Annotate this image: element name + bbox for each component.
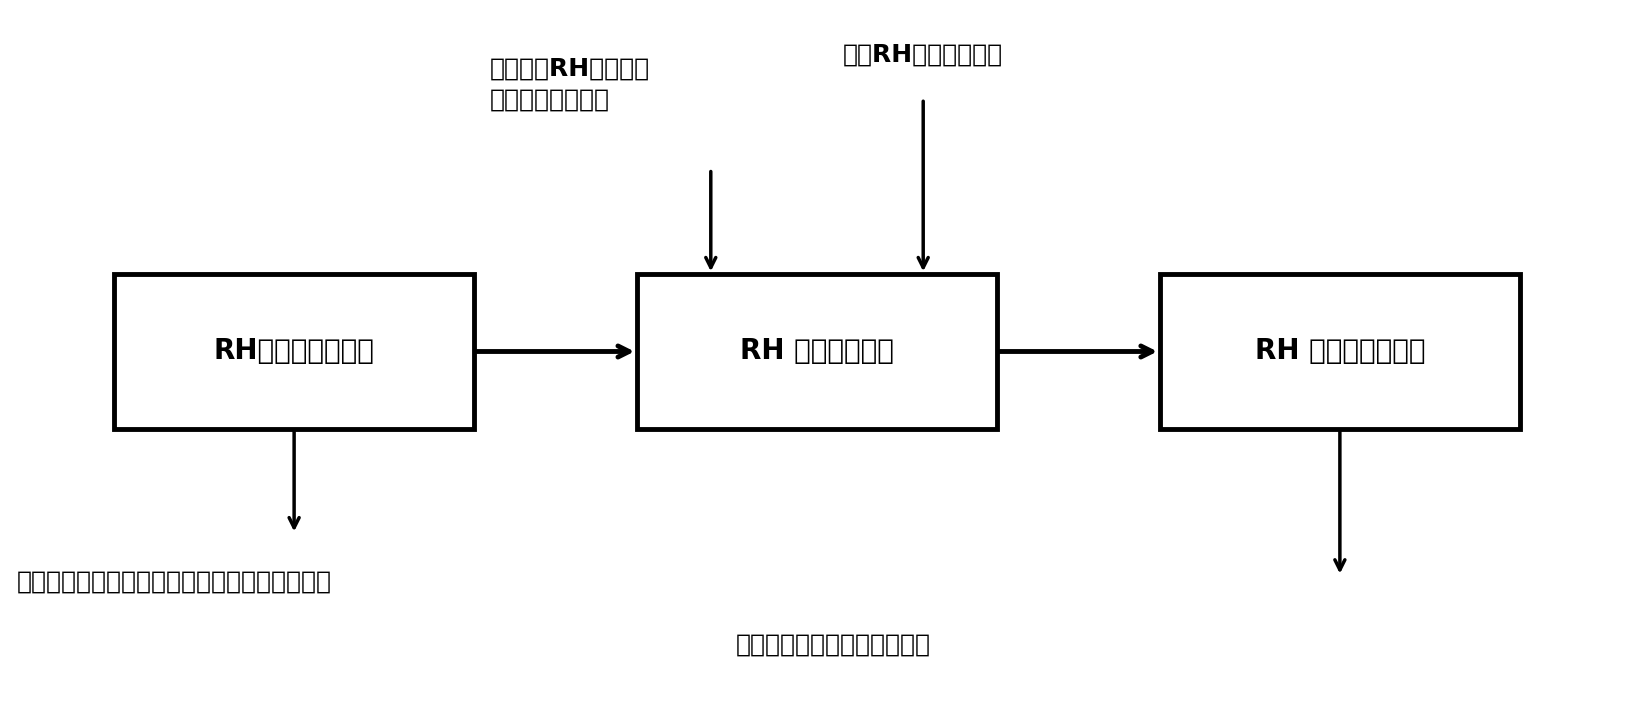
Bar xyxy=(637,274,997,429)
Text: 控制初始碳含量、初始氧含量、钢水的初始温度: 控制初始碳含量、初始氧含量、钢水的初始温度 xyxy=(16,569,332,593)
Text: 根据钢种要求进行脱氧合金化: 根据钢种要求进行脱氧合金化 xyxy=(735,633,930,657)
Text: RH 真空脱碳处理后: RH 真空脱碳处理后 xyxy=(1255,337,1425,366)
Text: 由料仓往RH真空室内
添加无污染脱氧剂: 由料仓往RH真空室内 添加无污染脱氧剂 xyxy=(490,56,650,112)
Bar xyxy=(114,274,474,429)
Text: RH 真空脱碳处理: RH 真空脱碳处理 xyxy=(740,337,894,366)
Bar xyxy=(1160,274,1520,429)
Text: RH真空脱碳处理前: RH真空脱碳处理前 xyxy=(214,337,374,366)
Text: 降低RH炉内的真空度: 降低RH炉内的真空度 xyxy=(843,42,1003,66)
